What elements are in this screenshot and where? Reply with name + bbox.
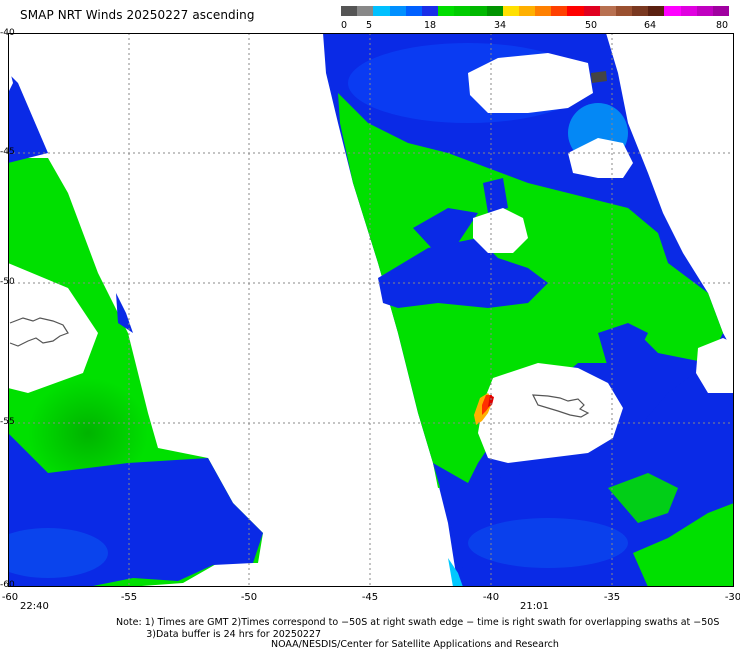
x-tick-label: -30 — [724, 592, 740, 603]
y-tick-label: -50 — [0, 277, 15, 287]
x-tick-label: -40 — [482, 592, 500, 603]
colorbar-segment — [454, 6, 471, 16]
colorbar-segment — [502, 6, 520, 16]
colorbar-segment — [696, 6, 714, 16]
colorbar-segment — [389, 6, 407, 16]
colorbar-segment — [535, 6, 552, 16]
right-swath-time: 21:01 — [520, 601, 549, 612]
colorbar-segment — [421, 6, 439, 16]
colorbar-segment — [470, 6, 487, 16]
colorbar-segment — [567, 6, 584, 16]
colorbar-segment — [648, 6, 665, 16]
colorbar-label: 0 — [340, 20, 348, 31]
colorbar-segment — [551, 6, 568, 16]
y-tick-label: -55 — [0, 417, 15, 427]
colorbar-segment — [632, 6, 649, 16]
colorbar-segment — [405, 6, 423, 16]
right-swath — [323, 33, 734, 587]
colorbar-segment — [486, 6, 504, 16]
x-tick-label: -45 — [361, 592, 379, 603]
colorbar-segment — [680, 6, 698, 16]
x-tick-label: -50 — [240, 592, 258, 603]
colorbar-segment — [664, 6, 681, 16]
y-tick-label: -60 — [0, 580, 15, 590]
colorbar-label: 64 — [643, 20, 657, 31]
map-frame — [8, 33, 734, 587]
colorbar-label: 34 — [493, 20, 507, 31]
colorbar-segment — [615, 6, 633, 16]
wind-speed-colorbar — [341, 6, 730, 16]
colorbar-label: 18 — [423, 20, 437, 31]
colorbar-segment — [438, 6, 455, 16]
x-tick-label: -60 — [1, 592, 19, 603]
credit-line: NOAA/NESDIS/Center for Satellite Applica… — [271, 639, 559, 650]
falkland-islands-outline — [9, 317, 69, 347]
y-tick-label: -45 — [0, 147, 15, 157]
colorbar-segment — [599, 6, 617, 16]
lat-lon-grid — [8, 33, 734, 587]
y-tick-label: -40 — [0, 28, 15, 38]
x-tick-label: -35 — [603, 592, 621, 603]
footnote: Note: 1) Times are GMT 2)Times correspon… — [116, 617, 720, 640]
colorbar-segment — [341, 6, 358, 16]
colorbar-label: 80 — [715, 20, 729, 31]
colorbar-segment — [583, 6, 601, 16]
map-title: SMAP NRT Winds 20250227 ascending — [20, 8, 255, 22]
colorbar-label: 50 — [584, 20, 598, 31]
x-tick-label: -55 — [120, 592, 138, 603]
colorbar-segment — [357, 6, 374, 16]
colorbar-segment — [518, 6, 536, 16]
colorbar-segment — [373, 6, 390, 16]
colorbar-segment — [712, 6, 730, 16]
wind-map — [8, 33, 734, 587]
left-swath-time: 22:40 — [20, 601, 49, 612]
colorbar-label: 5 — [365, 20, 373, 31]
left-swath — [8, 33, 263, 587]
